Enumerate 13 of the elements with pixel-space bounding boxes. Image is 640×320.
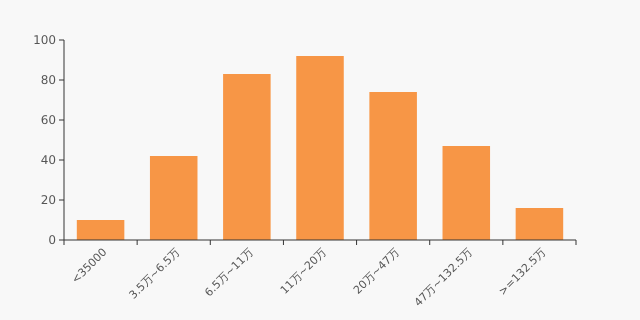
y-tick-label: 80 [40, 73, 56, 88]
bar [150, 156, 198, 240]
y-tick-label: 40 [40, 153, 56, 168]
bar [76, 220, 124, 240]
y-tick-label: 20 [40, 193, 56, 208]
y-tick-label: 60 [40, 113, 56, 128]
y-tick-label: 100 [33, 33, 56, 48]
bar [223, 74, 271, 240]
y-tick-label: 0 [48, 233, 56, 248]
bar [516, 208, 564, 240]
bar [369, 92, 417, 240]
bar [296, 56, 344, 240]
bar [442, 146, 490, 240]
